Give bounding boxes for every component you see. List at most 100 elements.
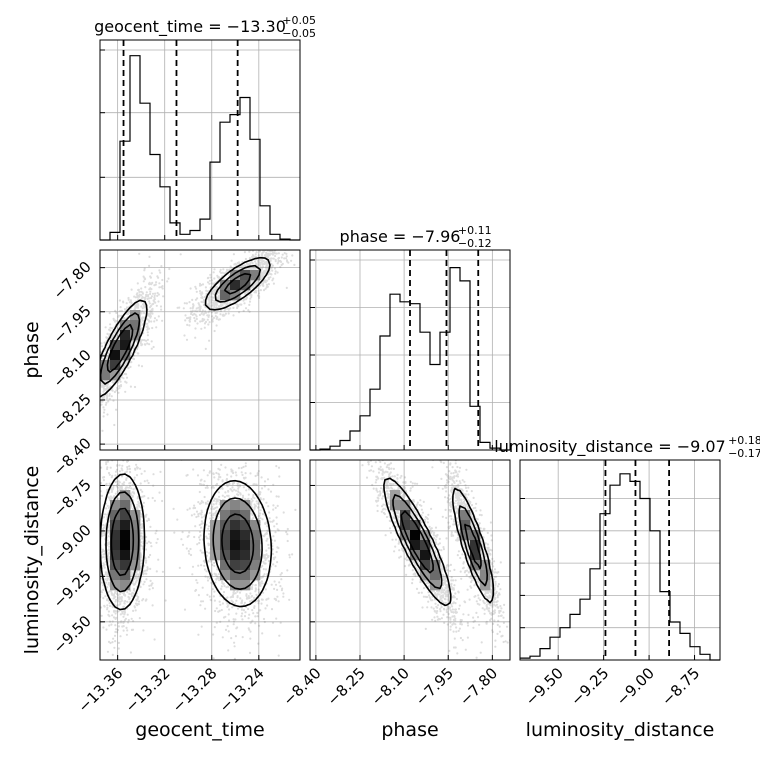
density-cell <box>130 550 141 561</box>
xtick-label-luminosity_distance-2: −9.00 <box>613 664 658 709</box>
density-cell <box>250 270 261 281</box>
density-cell <box>130 320 141 331</box>
ytick-label-phase-4: −7.80 <box>50 258 95 303</box>
density-cell <box>120 510 131 521</box>
ytick-label-phase-2: −8.10 <box>50 346 95 391</box>
density-cell <box>230 580 241 591</box>
hist-title-luminosity_distance: luminosity_distance = −9.07 <box>494 437 725 457</box>
hist-frame-luminosity_distance <box>519 459 721 661</box>
density-cell <box>430 580 441 591</box>
contour-level-2 <box>106 273 252 373</box>
density-cell <box>220 540 231 551</box>
scatter-frame-geocent_time-phase <box>99 249 301 451</box>
density-cell <box>130 310 141 321</box>
hist-frame-geocent_time <box>99 39 301 241</box>
ylabel-phase: phase <box>21 321 43 378</box>
density-cell <box>230 280 241 291</box>
density-cell <box>110 350 121 361</box>
density-cell <box>400 500 411 511</box>
density-cell <box>230 270 241 281</box>
xtick-label-phase-0: −8.40 <box>279 664 324 709</box>
density-cell <box>410 540 421 551</box>
ytick-label-luminosity_distance-1: −9.25 <box>50 566 95 611</box>
density-cell <box>110 340 121 351</box>
density-cell <box>110 550 121 561</box>
density-cell <box>400 530 411 541</box>
density-cell <box>240 520 251 531</box>
xtick-label-phase-4: −7.80 <box>456 664 501 709</box>
density-cell <box>430 570 441 581</box>
hist-title-lower-luminosity_distance: −0.17 <box>728 447 760 460</box>
xtick-label-phase-2: −8.10 <box>368 664 413 709</box>
density-cell <box>120 580 131 591</box>
density-cell <box>210 540 221 551</box>
density-cell <box>110 500 121 511</box>
ytick-label-phase-1: −8.25 <box>50 390 95 435</box>
density-cell <box>400 510 411 521</box>
density-cell <box>130 330 141 341</box>
density-cell <box>120 320 131 331</box>
density-cell <box>250 550 261 561</box>
panel-content <box>100 460 300 660</box>
density-cell <box>230 540 241 551</box>
hist-title-geocent_time: geocent_time = −13.30 <box>94 17 286 37</box>
hist-title-upper-geocent_time: +0.05 <box>282 14 316 27</box>
density-cell <box>240 560 251 571</box>
density-cell <box>240 270 251 281</box>
panel-content <box>310 460 510 660</box>
density-cell <box>120 520 131 531</box>
density-cell <box>130 510 141 521</box>
density-cell <box>430 560 441 571</box>
xlabel-luminosity_distance: luminosity_distance <box>526 719 715 741</box>
xlabel-geocent_time: geocent_time <box>135 719 264 741</box>
density-cell <box>390 500 401 511</box>
density-cell <box>110 520 121 531</box>
density-cell <box>110 580 121 591</box>
scatter-frame-geocent_time-luminosity_distance <box>99 459 301 661</box>
density-cell <box>230 520 241 531</box>
density-cell <box>250 540 261 551</box>
density-cell <box>130 520 141 531</box>
density-cell <box>240 510 251 521</box>
density-cell <box>220 530 231 541</box>
density-cell <box>470 540 481 551</box>
density-cell <box>110 570 121 581</box>
contour-level-1 <box>100 264 262 385</box>
ylabel-luminosity_distance: luminosity_distance <box>21 466 43 655</box>
density-cell <box>110 540 121 551</box>
density-cell <box>250 570 261 581</box>
density-cell <box>120 490 131 501</box>
density-cell <box>120 500 131 511</box>
density-cell <box>400 520 411 531</box>
xtick-label-luminosity_distance-1: −9.25 <box>567 664 612 709</box>
contour-level-2 <box>110 507 255 577</box>
scatter-points <box>361 460 510 660</box>
xtick-label-luminosity_distance-3: −8.75 <box>658 664 703 709</box>
hist-title-upper-phase: +0.11 <box>458 224 492 237</box>
density-cell <box>120 540 131 551</box>
density-cell <box>220 570 231 581</box>
xtick-label-geocent_time-3: −13.24 <box>216 664 268 716</box>
contour-level-2 <box>400 510 482 574</box>
density-cell <box>220 560 231 571</box>
contour-level-0 <box>100 473 273 611</box>
density-cell <box>230 530 241 541</box>
xtick-label-geocent_time-0: −13.36 <box>74 664 126 716</box>
density-cell <box>230 550 241 561</box>
density-cell <box>470 550 481 561</box>
xlabel-phase: phase <box>381 719 438 741</box>
density-cell <box>240 540 251 551</box>
density-cell <box>130 560 141 571</box>
contour-level-0 <box>383 477 495 607</box>
density-cell <box>460 530 471 541</box>
density-cell <box>240 580 251 591</box>
hist-frame-phase <box>309 249 511 451</box>
density-cell <box>100 370 111 381</box>
density-cell <box>220 500 231 511</box>
hist-title-phase: phase = −7.96 <box>340 227 461 246</box>
scatter-frame-phase-luminosity_distance <box>309 459 511 661</box>
density-cell <box>240 550 251 561</box>
density-cell <box>460 510 471 521</box>
density-cell <box>470 530 481 541</box>
density-cell <box>230 570 241 581</box>
